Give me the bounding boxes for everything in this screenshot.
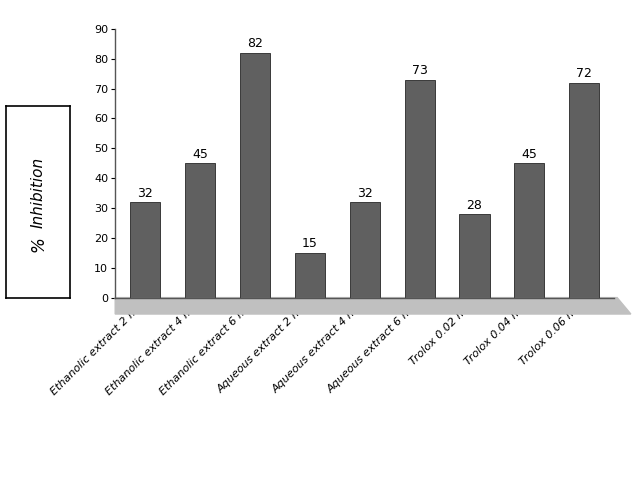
Bar xyxy=(404,80,435,298)
Text: 45: 45 xyxy=(522,148,538,161)
Text: 15: 15 xyxy=(302,238,318,251)
Bar xyxy=(185,163,215,298)
Bar xyxy=(349,202,380,298)
Bar xyxy=(131,202,161,298)
Polygon shape xyxy=(115,298,631,314)
Bar xyxy=(295,253,325,298)
Bar xyxy=(460,214,490,298)
Text: 72: 72 xyxy=(576,67,592,80)
Text: %: % xyxy=(29,236,47,252)
Bar xyxy=(569,83,599,298)
Text: 28: 28 xyxy=(467,199,483,212)
Text: Inhibition: Inhibition xyxy=(31,156,46,228)
Text: 45: 45 xyxy=(192,148,208,161)
Text: 73: 73 xyxy=(412,64,428,77)
Bar xyxy=(515,163,545,298)
Text: 32: 32 xyxy=(138,187,153,200)
Text: 32: 32 xyxy=(357,187,372,200)
Bar xyxy=(240,53,270,298)
Text: 82: 82 xyxy=(247,37,263,50)
